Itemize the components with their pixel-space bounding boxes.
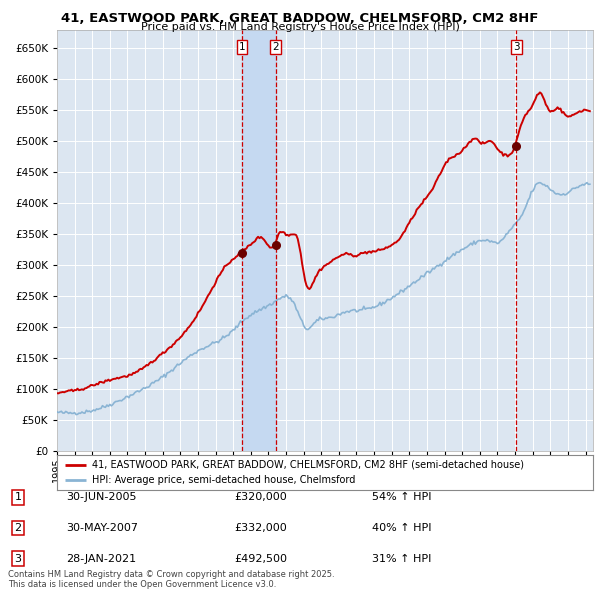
Text: 2: 2 bbox=[272, 42, 279, 52]
Text: Price paid vs. HM Land Registry's House Price Index (HPI): Price paid vs. HM Land Registry's House … bbox=[140, 22, 460, 32]
Text: Contains HM Land Registry data © Crown copyright and database right 2025.
This d: Contains HM Land Registry data © Crown c… bbox=[8, 570, 334, 589]
Text: 54% ↑ HPI: 54% ↑ HPI bbox=[372, 493, 431, 502]
Text: 3: 3 bbox=[513, 42, 520, 52]
Text: £492,500: £492,500 bbox=[234, 554, 287, 563]
Text: £320,000: £320,000 bbox=[234, 493, 287, 502]
Text: 2: 2 bbox=[14, 523, 22, 533]
Text: 1: 1 bbox=[239, 42, 245, 52]
Text: 41, EASTWOOD PARK, GREAT BADDOW, CHELMSFORD, CM2 8HF (semi-detached house): 41, EASTWOOD PARK, GREAT BADDOW, CHELMSF… bbox=[92, 460, 524, 470]
Bar bbox=[242, 30, 275, 451]
Text: 30-JUN-2005: 30-JUN-2005 bbox=[66, 493, 137, 502]
Text: 30-MAY-2007: 30-MAY-2007 bbox=[66, 523, 138, 533]
Text: 1: 1 bbox=[14, 493, 22, 502]
Text: 31% ↑ HPI: 31% ↑ HPI bbox=[372, 554, 431, 563]
Text: 40% ↑ HPI: 40% ↑ HPI bbox=[372, 523, 431, 533]
Text: £332,000: £332,000 bbox=[234, 523, 287, 533]
Text: 41, EASTWOOD PARK, GREAT BADDOW, CHELMSFORD, CM2 8HF: 41, EASTWOOD PARK, GREAT BADDOW, CHELMSF… bbox=[61, 12, 539, 25]
Text: 28-JAN-2021: 28-JAN-2021 bbox=[66, 554, 136, 563]
Text: 3: 3 bbox=[14, 554, 22, 563]
Text: HPI: Average price, semi-detached house, Chelmsford: HPI: Average price, semi-detached house,… bbox=[92, 476, 355, 486]
